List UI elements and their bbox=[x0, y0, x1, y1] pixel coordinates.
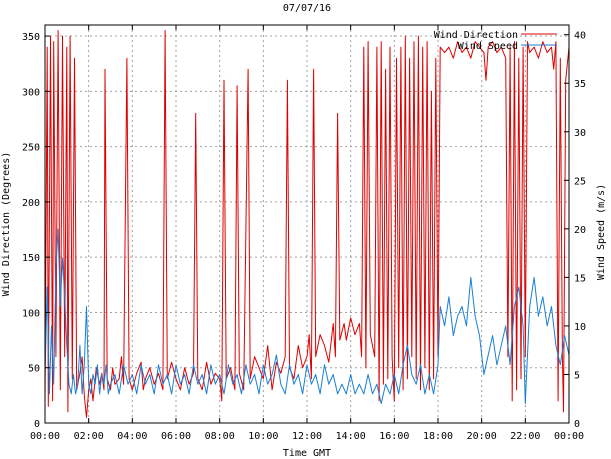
x-tick-label: 12:00 bbox=[292, 431, 322, 442]
y-left-tick-label: 0 bbox=[34, 419, 40, 430]
y-left-tick-label: 250 bbox=[22, 143, 40, 154]
x-tick-label: 06:00 bbox=[161, 431, 191, 442]
legend: Wind Direction Wind Speed bbox=[434, 30, 557, 52]
y-left-tick-label: 150 bbox=[22, 253, 40, 264]
y-left-tick-label: 200 bbox=[22, 198, 40, 209]
series-line-wind-speed bbox=[44, 228, 570, 405]
y-right-tick-label: 0 bbox=[574, 419, 580, 430]
y-axis-left-label: Wind Direction (Degrees) bbox=[1, 152, 12, 297]
y-right-tick-label: 10 bbox=[574, 322, 586, 333]
x-tick-label: 02:00 bbox=[74, 431, 104, 442]
series-group bbox=[44, 30, 570, 418]
y-right-tick-label: 25 bbox=[574, 176, 586, 187]
chart-title: 07/07/16 bbox=[283, 3, 331, 14]
y-right-tick-label: 30 bbox=[574, 128, 586, 139]
x-tick-label: 20:00 bbox=[467, 431, 497, 442]
y-right-tick-label: 40 bbox=[574, 31, 586, 42]
x-tick-label: 00:00 bbox=[30, 431, 60, 442]
y-left-tick-label: 100 bbox=[22, 308, 40, 319]
series-line-wind-direction bbox=[44, 30, 570, 418]
x-axis-label: Time GMT bbox=[283, 448, 331, 459]
y-left-tick-label: 350 bbox=[22, 32, 40, 43]
y-left-tick-label: 300 bbox=[22, 87, 40, 98]
legend-label-wind-direction: Wind Direction bbox=[434, 30, 518, 41]
y-left-tick-label: 50 bbox=[28, 364, 40, 375]
x-tick-label: 14:00 bbox=[336, 431, 366, 442]
x-tick-label: 18:00 bbox=[423, 431, 453, 442]
y-right-tick-label: 20 bbox=[574, 225, 586, 236]
x-tick-label: 08:00 bbox=[205, 431, 235, 442]
y-axis-right-label: Wind Speed (m/s) bbox=[596, 184, 607, 280]
x-tick-label: 00:00 bbox=[554, 431, 584, 442]
x-tick-label: 16:00 bbox=[379, 431, 409, 442]
x-tick-label: 10:00 bbox=[248, 431, 278, 442]
y-right-tick-label: 5 bbox=[574, 370, 580, 381]
y-right-tick-label: 15 bbox=[574, 273, 586, 284]
x-tick-label: 22:00 bbox=[510, 431, 540, 442]
x-tick-label: 04:00 bbox=[117, 431, 147, 442]
ticks: 00:00 02:00 04:00 06:00 08:00 10:00 12:00 14:00… bbox=[22, 25, 586, 442]
legend-label-wind-speed: Wind Speed bbox=[458, 41, 518, 52]
y-right-tick-label: 35 bbox=[574, 79, 586, 90]
